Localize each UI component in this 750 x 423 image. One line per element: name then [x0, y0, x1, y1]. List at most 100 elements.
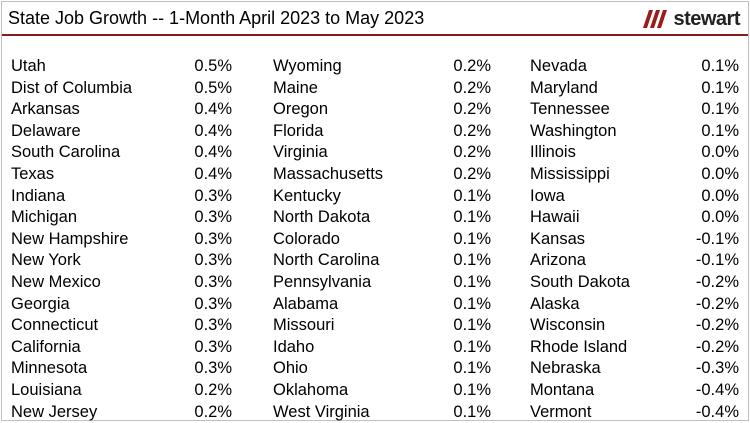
stewart-logo-icon	[643, 10, 669, 28]
state-name: North Carolina	[273, 250, 379, 272]
state-name: Kentucky	[273, 186, 341, 208]
growth-value: 0.1%	[701, 56, 739, 78]
state-name: California	[11, 337, 81, 359]
state-name: Arizona	[530, 250, 586, 272]
table-row: New York 0.3% North Carolina 0.1% Arizona -0.…	[2, 250, 748, 272]
state-name: Massachusetts	[273, 164, 383, 186]
growth-value: 0.3%	[194, 207, 232, 229]
state-name: Utah	[11, 56, 46, 78]
growth-value: 0.1%	[701, 121, 739, 143]
state-name: Arkansas	[11, 99, 80, 121]
growth-value: 0.5%	[194, 56, 232, 78]
growth-value: 0.1%	[453, 294, 491, 316]
state-name: Florida	[273, 121, 323, 143]
state-name: Delaware	[11, 121, 81, 143]
growth-value: 0.1%	[453, 229, 491, 251]
state-name: Colorado	[273, 229, 340, 251]
state-name: Alabama	[273, 294, 338, 316]
state-name: Illinois	[530, 142, 576, 164]
growth-value: -0.4%	[696, 402, 739, 423]
growth-value: 0.2%	[453, 56, 491, 78]
state-name: Indiana	[11, 186, 65, 208]
growth-value: 0.3%	[194, 315, 232, 337]
growth-value: 0.2%	[453, 164, 491, 186]
growth-value: 0.4%	[194, 121, 232, 143]
growth-value: 0.1%	[701, 99, 739, 121]
state-name: Tennessee	[530, 99, 610, 121]
growth-value: 0.0%	[701, 186, 739, 208]
growth-value: 0.2%	[453, 142, 491, 164]
state-name: Nebraska	[530, 358, 601, 380]
state-name: Maine	[273, 78, 318, 100]
growth-value: 0.3%	[194, 272, 232, 294]
growth-value: 0.0%	[701, 207, 739, 229]
state-name: Kansas	[530, 229, 585, 251]
state-name: Mississippi	[530, 164, 610, 186]
growth-value: 0.1%	[453, 250, 491, 272]
state-name: Missouri	[273, 315, 334, 337]
stewart-logo: stewart	[643, 8, 740, 30]
state-name: New Mexico	[11, 272, 101, 294]
state-name: Texas	[11, 164, 54, 186]
growth-value: 0.1%	[453, 272, 491, 294]
growth-value: 0.0%	[701, 164, 739, 186]
growth-value: 0.3%	[194, 250, 232, 272]
growth-value: 0.3%	[194, 358, 232, 380]
growth-value: 0.1%	[453, 402, 491, 423]
state-name: Oklahoma	[273, 380, 348, 402]
growth-value: -0.1%	[696, 250, 739, 272]
table-row: Delaware 0.4% Florida 0.2% Washington 0.1%	[2, 121, 748, 143]
growth-value: 0.1%	[453, 337, 491, 359]
table-row: Texas 0.4% Massachusetts 0.2% Mississippi 0.0…	[2, 164, 748, 186]
table-row: New Mexico 0.3% Pennsylvania 0.1% South Dako…	[2, 272, 748, 294]
state-name: Alaska	[530, 294, 580, 316]
state-name: Washington	[530, 121, 617, 143]
state-name: South Dakota	[530, 272, 630, 294]
state-name: Maryland	[530, 78, 598, 100]
state-name: North Dakota	[273, 207, 370, 229]
growth-value: 0.0%	[701, 142, 739, 164]
growth-value: -0.1%	[696, 229, 739, 251]
growth-value: -0.4%	[696, 380, 739, 402]
state-name: Minnesota	[11, 358, 87, 380]
state-name: Nevada	[530, 56, 587, 78]
header: State Job Growth -- 1-Month April 2023 t…	[2, 2, 748, 36]
growth-value: 0.4%	[194, 99, 232, 121]
growth-value: 0.4%	[194, 164, 232, 186]
state-name: South Carolina	[11, 142, 120, 164]
growth-value: 0.2%	[194, 402, 232, 423]
state-name: New York	[11, 250, 81, 272]
growth-value: -0.2%	[696, 315, 739, 337]
growth-value: -0.2%	[696, 272, 739, 294]
page-title: State Job Growth -- 1-Month April 2023 t…	[8, 8, 424, 28]
growth-value: -0.2%	[696, 337, 739, 359]
state-name: Louisiana	[11, 380, 82, 402]
state-name: Pennsylvania	[273, 272, 371, 294]
table-row: Michigan 0.3% North Dakota 0.1% Hawaii 0.0%	[2, 207, 748, 229]
growth-value: -0.3%	[696, 358, 739, 380]
growth-value: 0.4%	[194, 142, 232, 164]
state-name: Connecticut	[11, 315, 98, 337]
state-name: Iowa	[530, 186, 565, 208]
state-name: Idaho	[273, 337, 314, 359]
state-name: Oregon	[273, 99, 328, 121]
growth-value: 0.3%	[194, 337, 232, 359]
state-name: West Virginia	[273, 402, 370, 423]
growth-value: 0.1%	[453, 207, 491, 229]
growth-value: 0.1%	[453, 186, 491, 208]
state-name: Hawaii	[530, 207, 580, 229]
state-name: Michigan	[11, 207, 77, 229]
growth-value: 0.2%	[453, 121, 491, 143]
growth-value: 0.5%	[194, 78, 232, 100]
state-name: Wisconsin	[530, 315, 605, 337]
state-name: New Hampshire	[11, 229, 128, 251]
growth-value: 0.3%	[194, 186, 232, 208]
